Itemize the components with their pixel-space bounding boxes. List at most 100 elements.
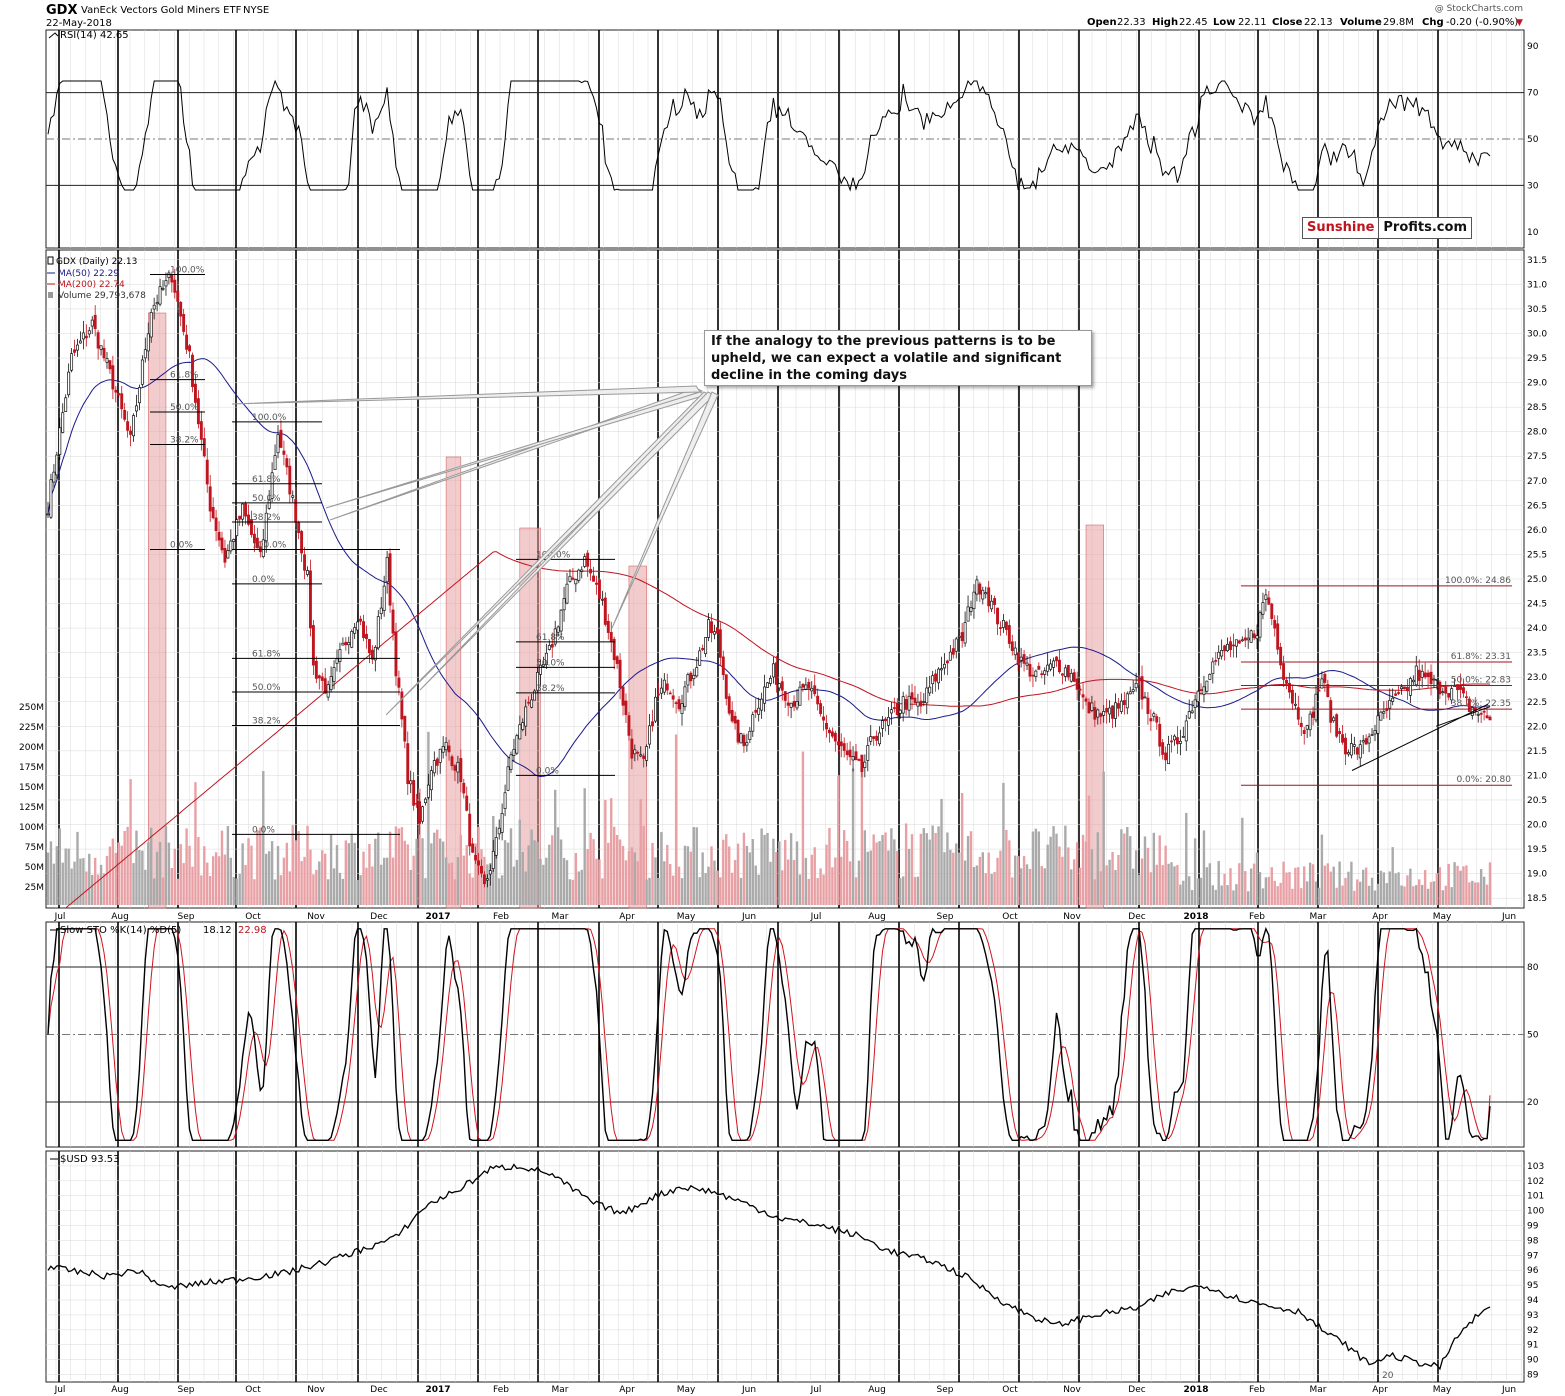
- chg-value: -0.20 (-0.90%): [1446, 17, 1518, 28]
- candle-body: [671, 695, 675, 700]
- candle-body: [303, 554, 307, 571]
- rsi-tick-label: 10: [1527, 228, 1539, 238]
- candle-body: [1196, 690, 1200, 702]
- exchange-label: NYSE: [243, 5, 269, 16]
- candle-body: [96, 332, 100, 349]
- volume-bar: [1061, 856, 1064, 905]
- candle-body: [659, 687, 663, 694]
- volume-bar: [1134, 850, 1138, 905]
- volume-bar: [462, 855, 465, 905]
- date-label: 22-May-2018: [46, 18, 112, 29]
- volume-bar: [1019, 868, 1023, 905]
- candle-body: [1108, 707, 1112, 715]
- x-tick-label: Dec: [1128, 912, 1145, 922]
- volume-bar: [1196, 878, 1200, 905]
- fib-level-label: 50.0%: [170, 403, 199, 413]
- candle-body: [774, 662, 778, 685]
- volume-bar: [707, 866, 710, 905]
- volume-bar: [247, 838, 250, 905]
- candle-body: [704, 637, 708, 655]
- candle-body: [595, 582, 598, 585]
- candle-body: [636, 751, 640, 754]
- volume-bar: [344, 840, 348, 905]
- candle-body: [376, 616, 380, 649]
- candle-body: [52, 471, 56, 483]
- candle-body: [382, 585, 386, 611]
- volume-bar: [1208, 863, 1212, 905]
- volume-bar: [441, 841, 445, 905]
- volume-bar: [710, 846, 713, 905]
- volume-bar: [1420, 884, 1424, 905]
- candle-body: [1243, 637, 1247, 641]
- volume-bar: [813, 847, 816, 905]
- candle-body: [406, 743, 410, 785]
- volume-bar: [1441, 890, 1445, 905]
- volume-bar: [1350, 861, 1353, 905]
- volume-bar: [297, 831, 300, 905]
- x-tick-label: Oct: [1002, 912, 1018, 922]
- volume-bar: [1364, 867, 1368, 905]
- volume-bar: [111, 838, 115, 905]
- annotation-callout: If the analogy to the previous patterns …: [704, 330, 1092, 386]
- candle-body: [830, 731, 834, 737]
- candle-body: [766, 682, 769, 688]
- volume-legend-swatch: [48, 292, 53, 298]
- stochastic-panel-content: 20 50 80: [46, 926, 1539, 1142]
- volume-bar: [598, 859, 601, 905]
- candle-body: [556, 626, 560, 633]
- fund-name: VanEck Vectors Gold Miners ETF: [81, 5, 242, 16]
- candle-body: [1391, 697, 1395, 702]
- volume-bar: [158, 841, 162, 905]
- candle-body: [391, 609, 395, 634]
- candle-body: [424, 798, 427, 804]
- candle-body: [1237, 640, 1241, 644]
- fib2018-level-label: 0.0%: 20.80: [1456, 775, 1511, 785]
- volume-bar: [1152, 832, 1156, 905]
- candle-body: [273, 455, 277, 470]
- candle-body: [1116, 703, 1120, 709]
- candle-body: [654, 696, 657, 722]
- candle-body: [963, 622, 967, 644]
- volume-bar: [1149, 872, 1153, 905]
- volume-bar: [329, 834, 333, 905]
- candle-body: [698, 650, 702, 666]
- chg-down-icon: ▼: [1516, 18, 1523, 28]
- volume-bar: [952, 852, 955, 905]
- volume-bar: [1126, 826, 1129, 905]
- candle-body: [777, 683, 781, 689]
- candle-body: [662, 679, 666, 693]
- volume-bar: [188, 845, 191, 905]
- candle-body: [1214, 660, 1218, 662]
- volume-bar: [67, 848, 70, 905]
- volume-bar: [1217, 861, 1220, 905]
- volume-bar: [671, 875, 675, 905]
- volume-bar: [704, 873, 707, 905]
- usd-x-tick-label: May: [677, 1385, 696, 1395]
- volume-bar: [663, 861, 666, 905]
- volume-bar: [91, 874, 94, 905]
- volume-bar: [565, 860, 569, 905]
- usd-x-tick-label: Sep: [178, 1385, 195, 1395]
- price-tick-label: 22.5: [1527, 698, 1547, 708]
- volume-bar: [1397, 872, 1400, 905]
- volume-bar: [875, 842, 878, 905]
- volume-bar: [338, 872, 342, 905]
- volume-bar: [203, 846, 206, 905]
- high-label: High: [1152, 17, 1178, 28]
- candle-body: [733, 716, 737, 724]
- volume-bar: [197, 837, 200, 905]
- rsi-tick-label: 70: [1527, 89, 1539, 99]
- candle-body: [456, 761, 460, 773]
- volume-bar: [1338, 861, 1341, 905]
- candle-body: [1423, 672, 1427, 678]
- candle-body: [1282, 663, 1286, 680]
- x-tick-label: Apr: [619, 912, 635, 922]
- volume-bar: [689, 851, 693, 905]
- volume-bar: [1294, 867, 1297, 905]
- candle-body: [972, 591, 976, 609]
- candle-body: [539, 664, 542, 675]
- volume-bar: [618, 839, 622, 905]
- volume-bar: [1285, 872, 1288, 905]
- usd-tick-label: 101: [1527, 1192, 1544, 1202]
